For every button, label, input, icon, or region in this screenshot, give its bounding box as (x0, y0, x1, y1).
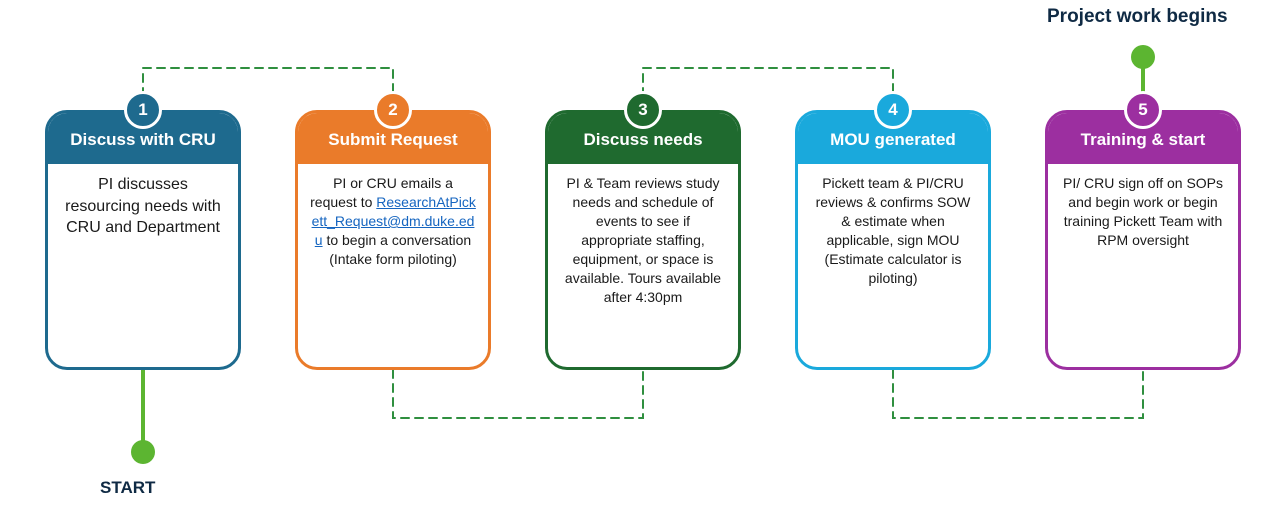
step-body-post: to begin a conversation (Intake form pil… (323, 232, 472, 267)
step-card-5: Training & startPI/ CRU sign off on SOPs… (1045, 110, 1241, 370)
step-card-2: Submit RequestPI or CRU emails a request… (295, 110, 491, 370)
step-card-1: Discuss with CRUPI discusses resourcing … (45, 110, 241, 370)
step-badge-5: 5 (1124, 91, 1162, 129)
step-body: Pickett team & PI/CRU reviews & confirms… (798, 164, 988, 305)
step-badge-4: 4 (874, 91, 912, 129)
step-body: PI & Team reviews study needs and schedu… (548, 164, 738, 324)
flowchart-stage: Project work begins START Discuss with C… (0, 0, 1280, 509)
start-dot (131, 440, 155, 464)
step-body: PI discusses resourcing needs with CRU a… (48, 164, 238, 257)
step-card-3: Discuss needsPI & Team reviews study nee… (545, 110, 741, 370)
step-body: PI or CRU emails a request to ResearchAt… (298, 164, 488, 286)
step-badge-1: 1 (124, 91, 162, 129)
step-card-4: MOU generatedPickett team & PI/CRU revie… (795, 110, 991, 370)
start-label: START (100, 478, 155, 498)
step-badge-3: 3 (624, 91, 662, 129)
end-label: Project work begins (1047, 6, 1228, 28)
step-badge-2: 2 (374, 91, 412, 129)
step-body: PI/ CRU sign off on SOPs and begin work … (1048, 164, 1238, 268)
end-dot (1131, 45, 1155, 69)
